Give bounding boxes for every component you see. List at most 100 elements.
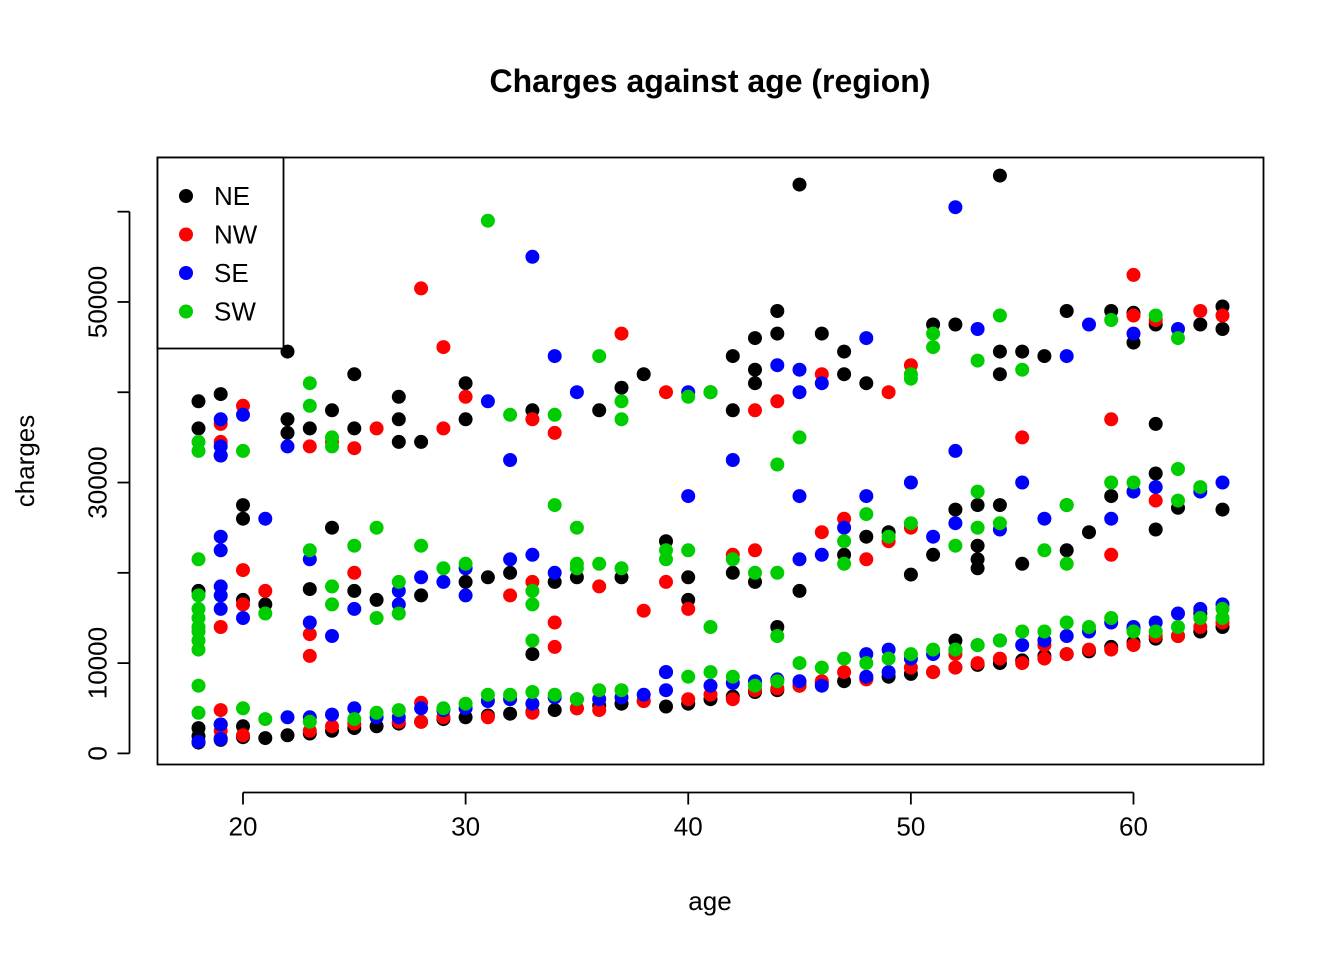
- data-point-se: [213, 543, 228, 558]
- data-point-ne: [748, 362, 762, 377]
- data-point-nw: [347, 565, 362, 580]
- data-point-se: [525, 696, 540, 711]
- data-point-nw: [547, 639, 562, 654]
- data-point-ne: [236, 511, 250, 526]
- data-point-se: [547, 349, 562, 364]
- data-point-ne: [1015, 556, 1030, 571]
- data-point-ne: [1148, 522, 1163, 537]
- data-point-nw: [414, 714, 429, 729]
- data-point-ne: [191, 421, 206, 436]
- data-point-se: [213, 717, 228, 732]
- data-point-ne: [414, 588, 429, 603]
- data-point-se: [814, 547, 829, 562]
- data-point-ne: [503, 706, 518, 721]
- data-point-sw: [258, 712, 273, 727]
- data-point-se: [258, 511, 273, 526]
- data-point-sw: [926, 340, 941, 355]
- data-point-sw: [369, 705, 384, 720]
- data-point-se: [213, 601, 228, 616]
- data-point-se: [191, 734, 206, 749]
- data-point-se: [659, 683, 673, 698]
- data-point-sw: [837, 651, 852, 666]
- data-point-sw: [458, 696, 473, 711]
- data-point-se: [436, 574, 451, 589]
- data-point-sw: [770, 629, 785, 643]
- data-point-nw: [525, 412, 540, 427]
- data-point-nw: [1015, 656, 1030, 671]
- data-point-ne: [725, 565, 740, 580]
- data-point-ne: [302, 421, 317, 436]
- data-point-ne: [325, 403, 339, 418]
- data-point-se: [1037, 511, 1052, 526]
- data-point-ne: [992, 344, 1007, 359]
- y-axis: 0 10000 30000 50000: [83, 210, 131, 761]
- data-point-sw: [992, 308, 1007, 323]
- data-point-nw: [1126, 638, 1141, 653]
- legend-label-ne: NE: [214, 181, 250, 211]
- data-point-se: [547, 565, 562, 580]
- data-point-sw: [1015, 362, 1030, 377]
- data-point-sw: [1059, 556, 1074, 571]
- data-point-se: [792, 674, 807, 689]
- data-point-nw: [236, 728, 250, 743]
- data-point-nw: [302, 648, 317, 663]
- data-point-se: [903, 475, 918, 490]
- data-point-nw: [837, 665, 852, 680]
- data-point-sw: [302, 398, 317, 413]
- data-point-se: [1171, 606, 1185, 621]
- data-point-sw: [703, 620, 718, 634]
- y-tick-label: 50000: [83, 266, 113, 338]
- data-point-sw: [569, 556, 584, 571]
- data-point-sw: [903, 367, 918, 382]
- data-point-ne: [992, 168, 1007, 183]
- x-tick-label: 60: [1119, 812, 1148, 842]
- data-point-se: [703, 678, 718, 693]
- data-point-ne: [414, 434, 429, 449]
- data-point-ne: [859, 376, 874, 391]
- data-point-sw: [1015, 624, 1030, 639]
- data-point-se: [659, 665, 673, 680]
- data-point-se: [325, 707, 339, 722]
- x-tick-label: 40: [674, 812, 703, 842]
- data-point-sw: [792, 656, 807, 671]
- data-point-se: [213, 732, 228, 746]
- data-point-nw: [592, 703, 607, 718]
- data-point-ne: [1015, 344, 1030, 359]
- data-point-sw: [926, 326, 941, 341]
- data-point-sw: [525, 633, 540, 648]
- data-point-nw: [302, 439, 317, 454]
- data-point-se: [1148, 480, 1163, 495]
- data-point-ne: [725, 349, 740, 364]
- data-point-ne: [458, 376, 473, 391]
- data-point-ne: [748, 331, 762, 346]
- data-point-ne: [1037, 349, 1052, 364]
- data-point-ne: [236, 498, 250, 513]
- data-point-sw: [837, 556, 852, 571]
- data-point-se: [948, 443, 963, 458]
- data-point-sw: [592, 683, 607, 698]
- data-point-ne: [1059, 304, 1074, 318]
- y-tick-label: 10000: [83, 627, 113, 699]
- data-point-sw: [659, 543, 673, 558]
- data-point-sw: [369, 611, 384, 625]
- data-point-se: [480, 394, 495, 409]
- data-point-ne: [992, 498, 1007, 513]
- data-point-ne: [480, 570, 495, 585]
- data-point-sw: [347, 538, 362, 553]
- data-point-se: [302, 615, 317, 630]
- data-point-sw: [325, 597, 339, 612]
- data-point-nw: [258, 583, 273, 598]
- data-point-sw: [569, 692, 584, 707]
- data-point-nw: [748, 403, 762, 418]
- data-point-se: [280, 710, 295, 725]
- data-point-se: [347, 701, 362, 716]
- data-point-nw: [859, 552, 874, 567]
- data-point-nw: [1104, 412, 1119, 427]
- data-point-sw: [258, 606, 273, 621]
- data-point-nw: [213, 703, 228, 718]
- data-point-sw: [725, 552, 740, 567]
- data-point-sw: [325, 579, 339, 594]
- data-point-ne: [926, 547, 941, 562]
- data-point-sw: [1215, 601, 1230, 616]
- data-point-ne: [948, 317, 963, 332]
